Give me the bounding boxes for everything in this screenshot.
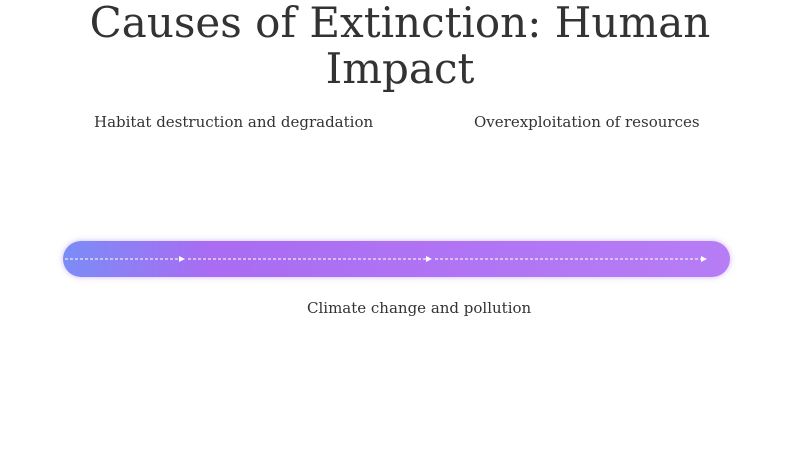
timeline-bar xyxy=(63,241,730,277)
timeline-arrows xyxy=(65,256,707,262)
arrow-head xyxy=(701,256,707,262)
timeline-label: Overexploitation of resources xyxy=(474,113,700,131)
title: Causes of Extinction: Human Impact xyxy=(89,0,711,93)
arrow-head xyxy=(179,256,185,262)
arrow-head xyxy=(426,256,432,262)
timeline-label: Habitat destruction and degradation xyxy=(94,113,374,131)
timeline-label: Climate change and pollution xyxy=(307,299,532,317)
arrow-heads xyxy=(179,256,707,262)
